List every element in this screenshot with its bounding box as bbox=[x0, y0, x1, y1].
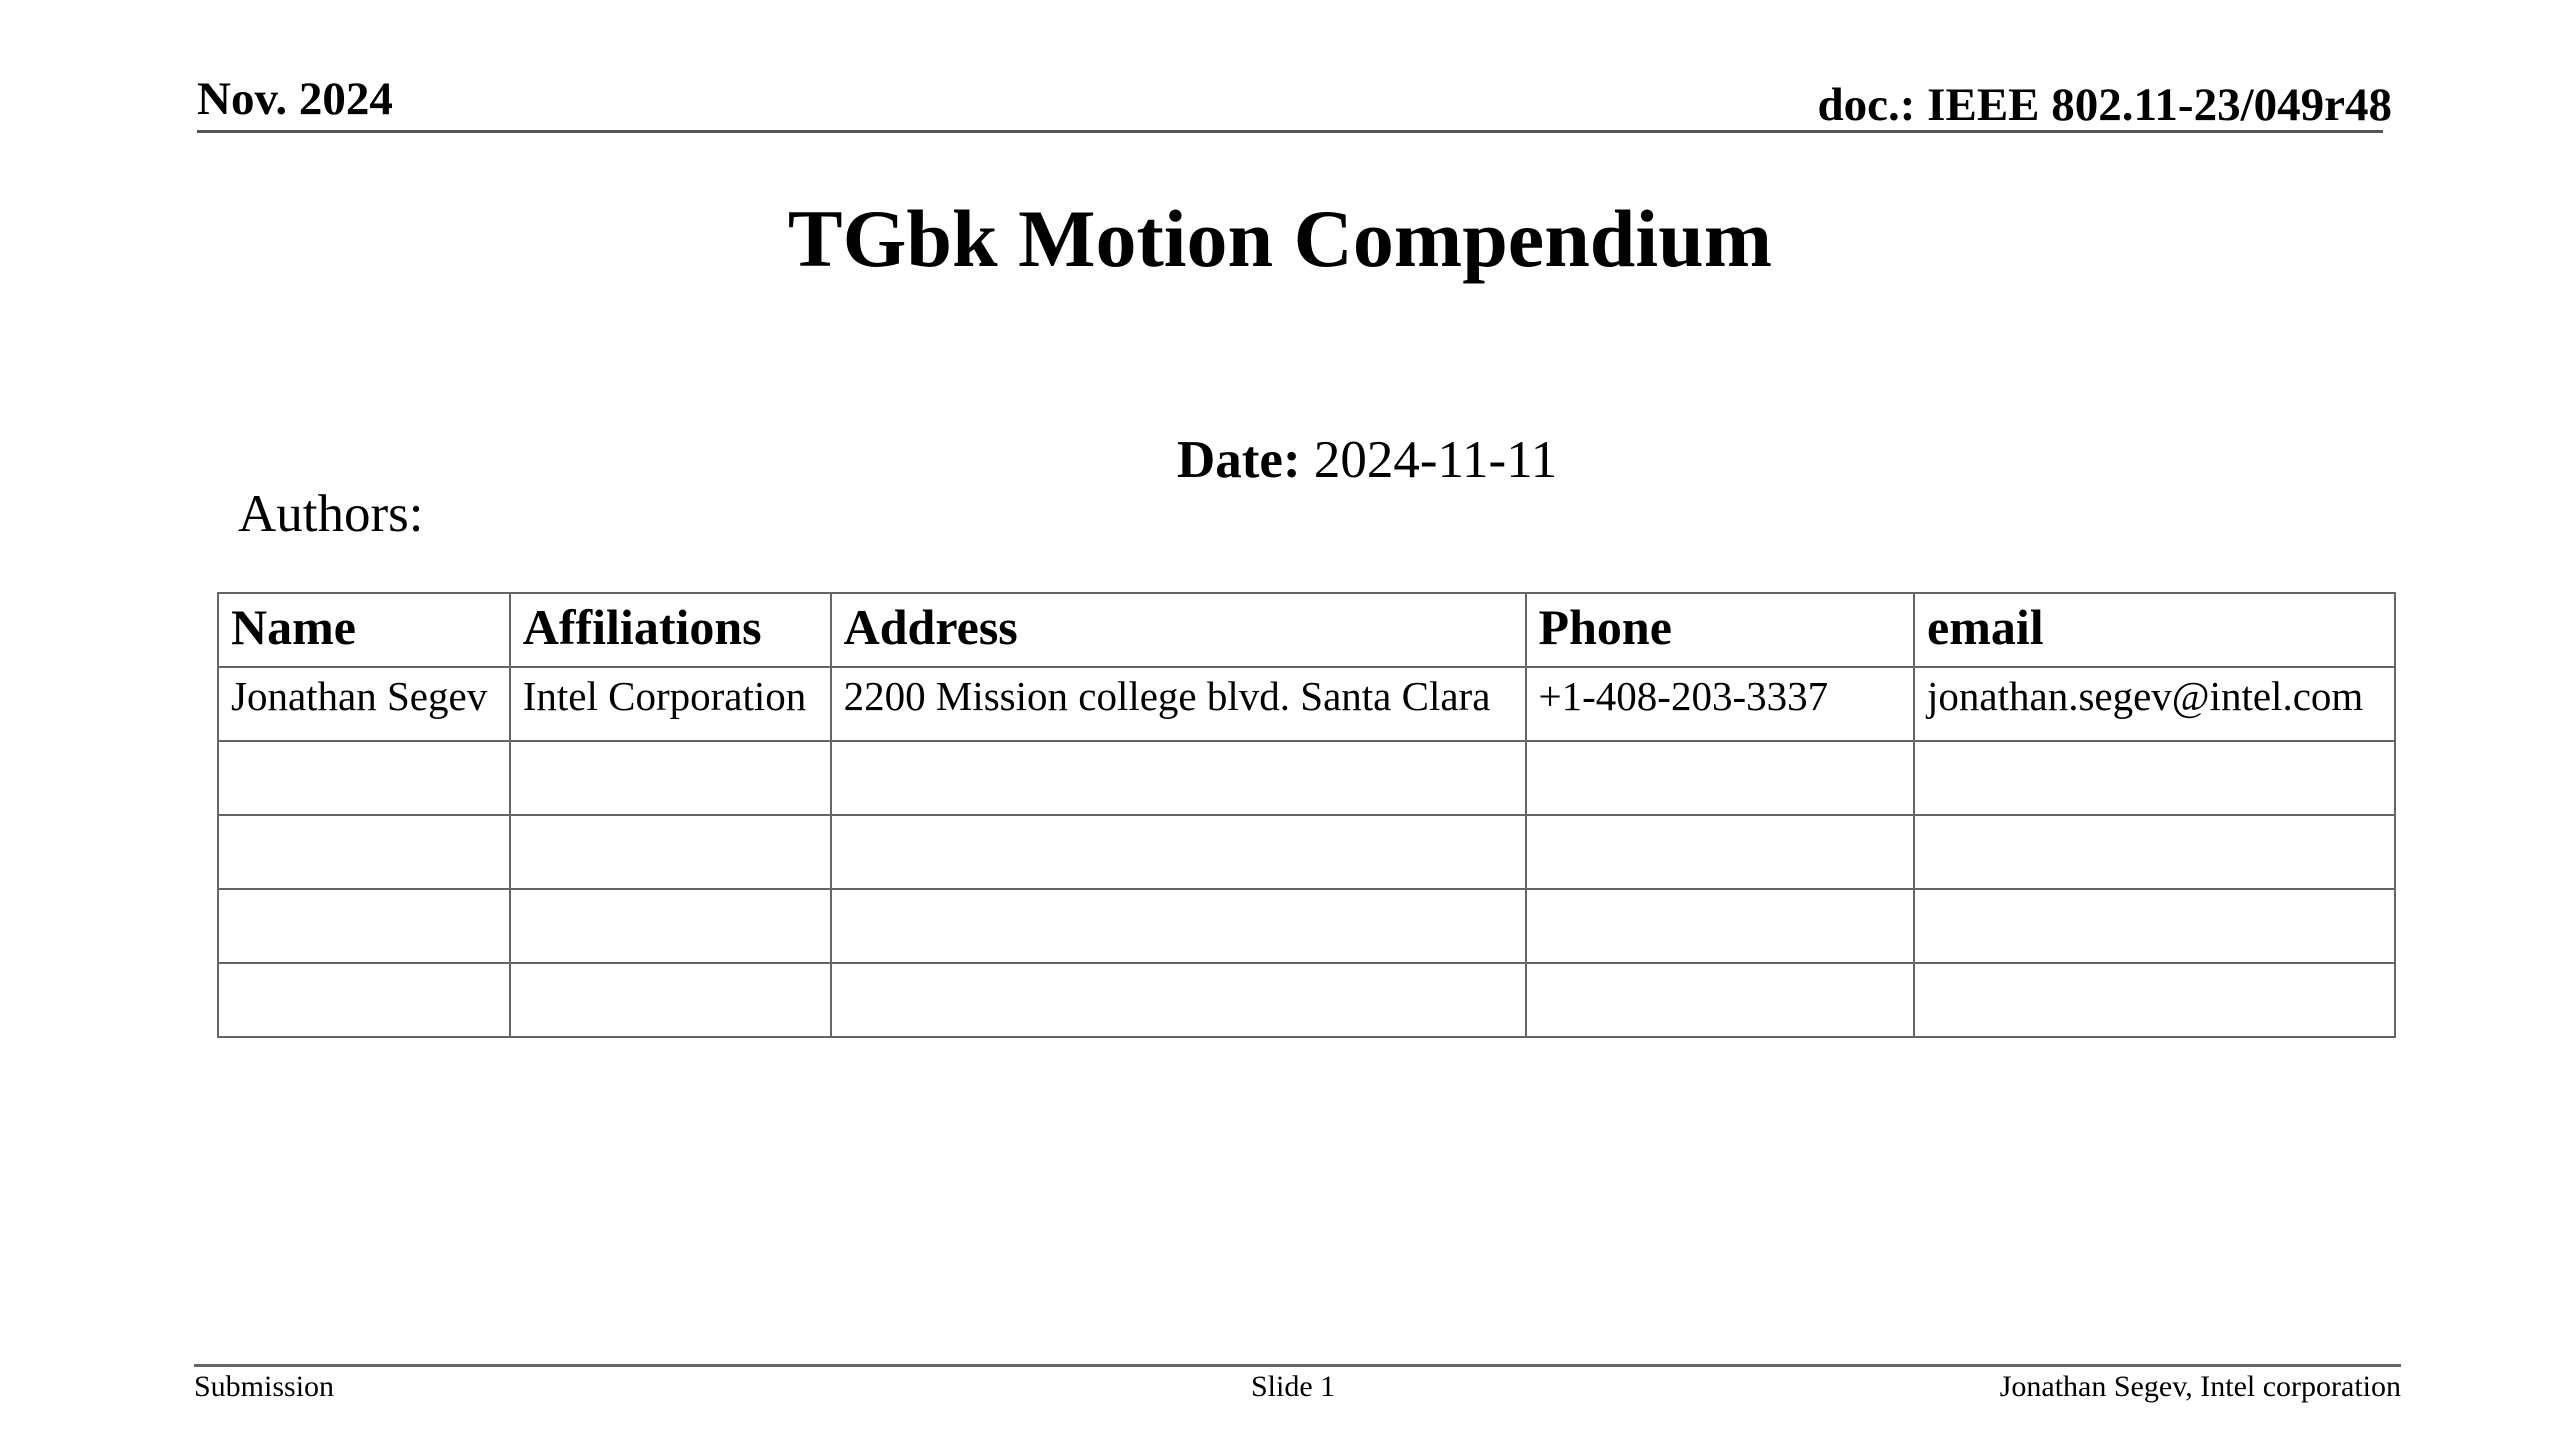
date-label: Date: bbox=[1177, 431, 1301, 489]
cell-address bbox=[829, 888, 1527, 964]
date-line: Date: 2024-11-11 bbox=[1177, 430, 1557, 490]
slide-title: TGbk Motion Compendium bbox=[787, 193, 1773, 284]
cell-address bbox=[829, 962, 1527, 1038]
cell-name bbox=[217, 962, 511, 1038]
footer-author: Jonathan Segev, Intel corporation bbox=[1999, 1370, 2401, 1403]
footer-submission: Submission bbox=[194, 1370, 335, 1403]
cell-name bbox=[217, 814, 511, 890]
table-row bbox=[217, 962, 2396, 1038]
cell-phone: +1-408-203-3337 bbox=[1524, 666, 1916, 742]
header-doc-id: doc.: IEEE 802.11-23/049r48 bbox=[1817, 79, 2392, 131]
cell-phone bbox=[1524, 740, 1916, 816]
cell-phone bbox=[1524, 962, 1916, 1038]
cell-name: Jonathan Segev bbox=[217, 666, 511, 742]
authors-table: Name Affiliations Address Phone email Jo… bbox=[217, 592, 2396, 1038]
cell-email bbox=[1913, 814, 2396, 890]
cell-name bbox=[217, 888, 511, 964]
footer-divider bbox=[194, 1364, 2401, 1367]
cell-email bbox=[1913, 888, 2396, 964]
cell-address bbox=[829, 740, 1527, 816]
table-row bbox=[217, 740, 2396, 816]
column-header-email: email bbox=[1913, 592, 2396, 668]
table-row bbox=[217, 814, 2396, 890]
table-row: Jonathan Segev Intel Corporation 2200 Miss… bbox=[217, 666, 2396, 742]
cell-email: jonathan.segev@intel.com bbox=[1913, 666, 2396, 742]
cell-affiliation bbox=[508, 814, 832, 890]
column-header-phone: Phone bbox=[1524, 592, 1916, 668]
cell-address: 2200 Mission college blvd. Santa Clara bbox=[829, 666, 1527, 742]
cell-phone bbox=[1524, 814, 1916, 890]
cell-affiliation: Intel Corporation bbox=[508, 666, 832, 742]
cell-name bbox=[217, 740, 511, 816]
cell-email bbox=[1913, 740, 2396, 816]
cell-affiliation bbox=[508, 740, 832, 816]
column-header-address: Address bbox=[829, 592, 1527, 668]
cell-email bbox=[1913, 962, 2396, 1038]
footer-slide-number: Slide 1 bbox=[1251, 1370, 1336, 1403]
cell-phone bbox=[1524, 888, 1916, 964]
header-divider bbox=[197, 130, 2383, 133]
cell-affiliation bbox=[508, 962, 832, 1038]
table-header-row: Name Affiliations Address Phone email bbox=[217, 592, 2396, 668]
column-header-affiliations: Affiliations bbox=[508, 592, 832, 668]
header-date: Nov. 2024 bbox=[197, 73, 393, 125]
column-header-name: Name bbox=[217, 592, 511, 668]
table-row bbox=[217, 888, 2396, 964]
date-value: 2024-11-11 bbox=[1313, 431, 1558, 489]
cell-address bbox=[829, 814, 1527, 890]
authors-label: Authors: bbox=[238, 485, 424, 543]
cell-affiliation bbox=[508, 888, 832, 964]
